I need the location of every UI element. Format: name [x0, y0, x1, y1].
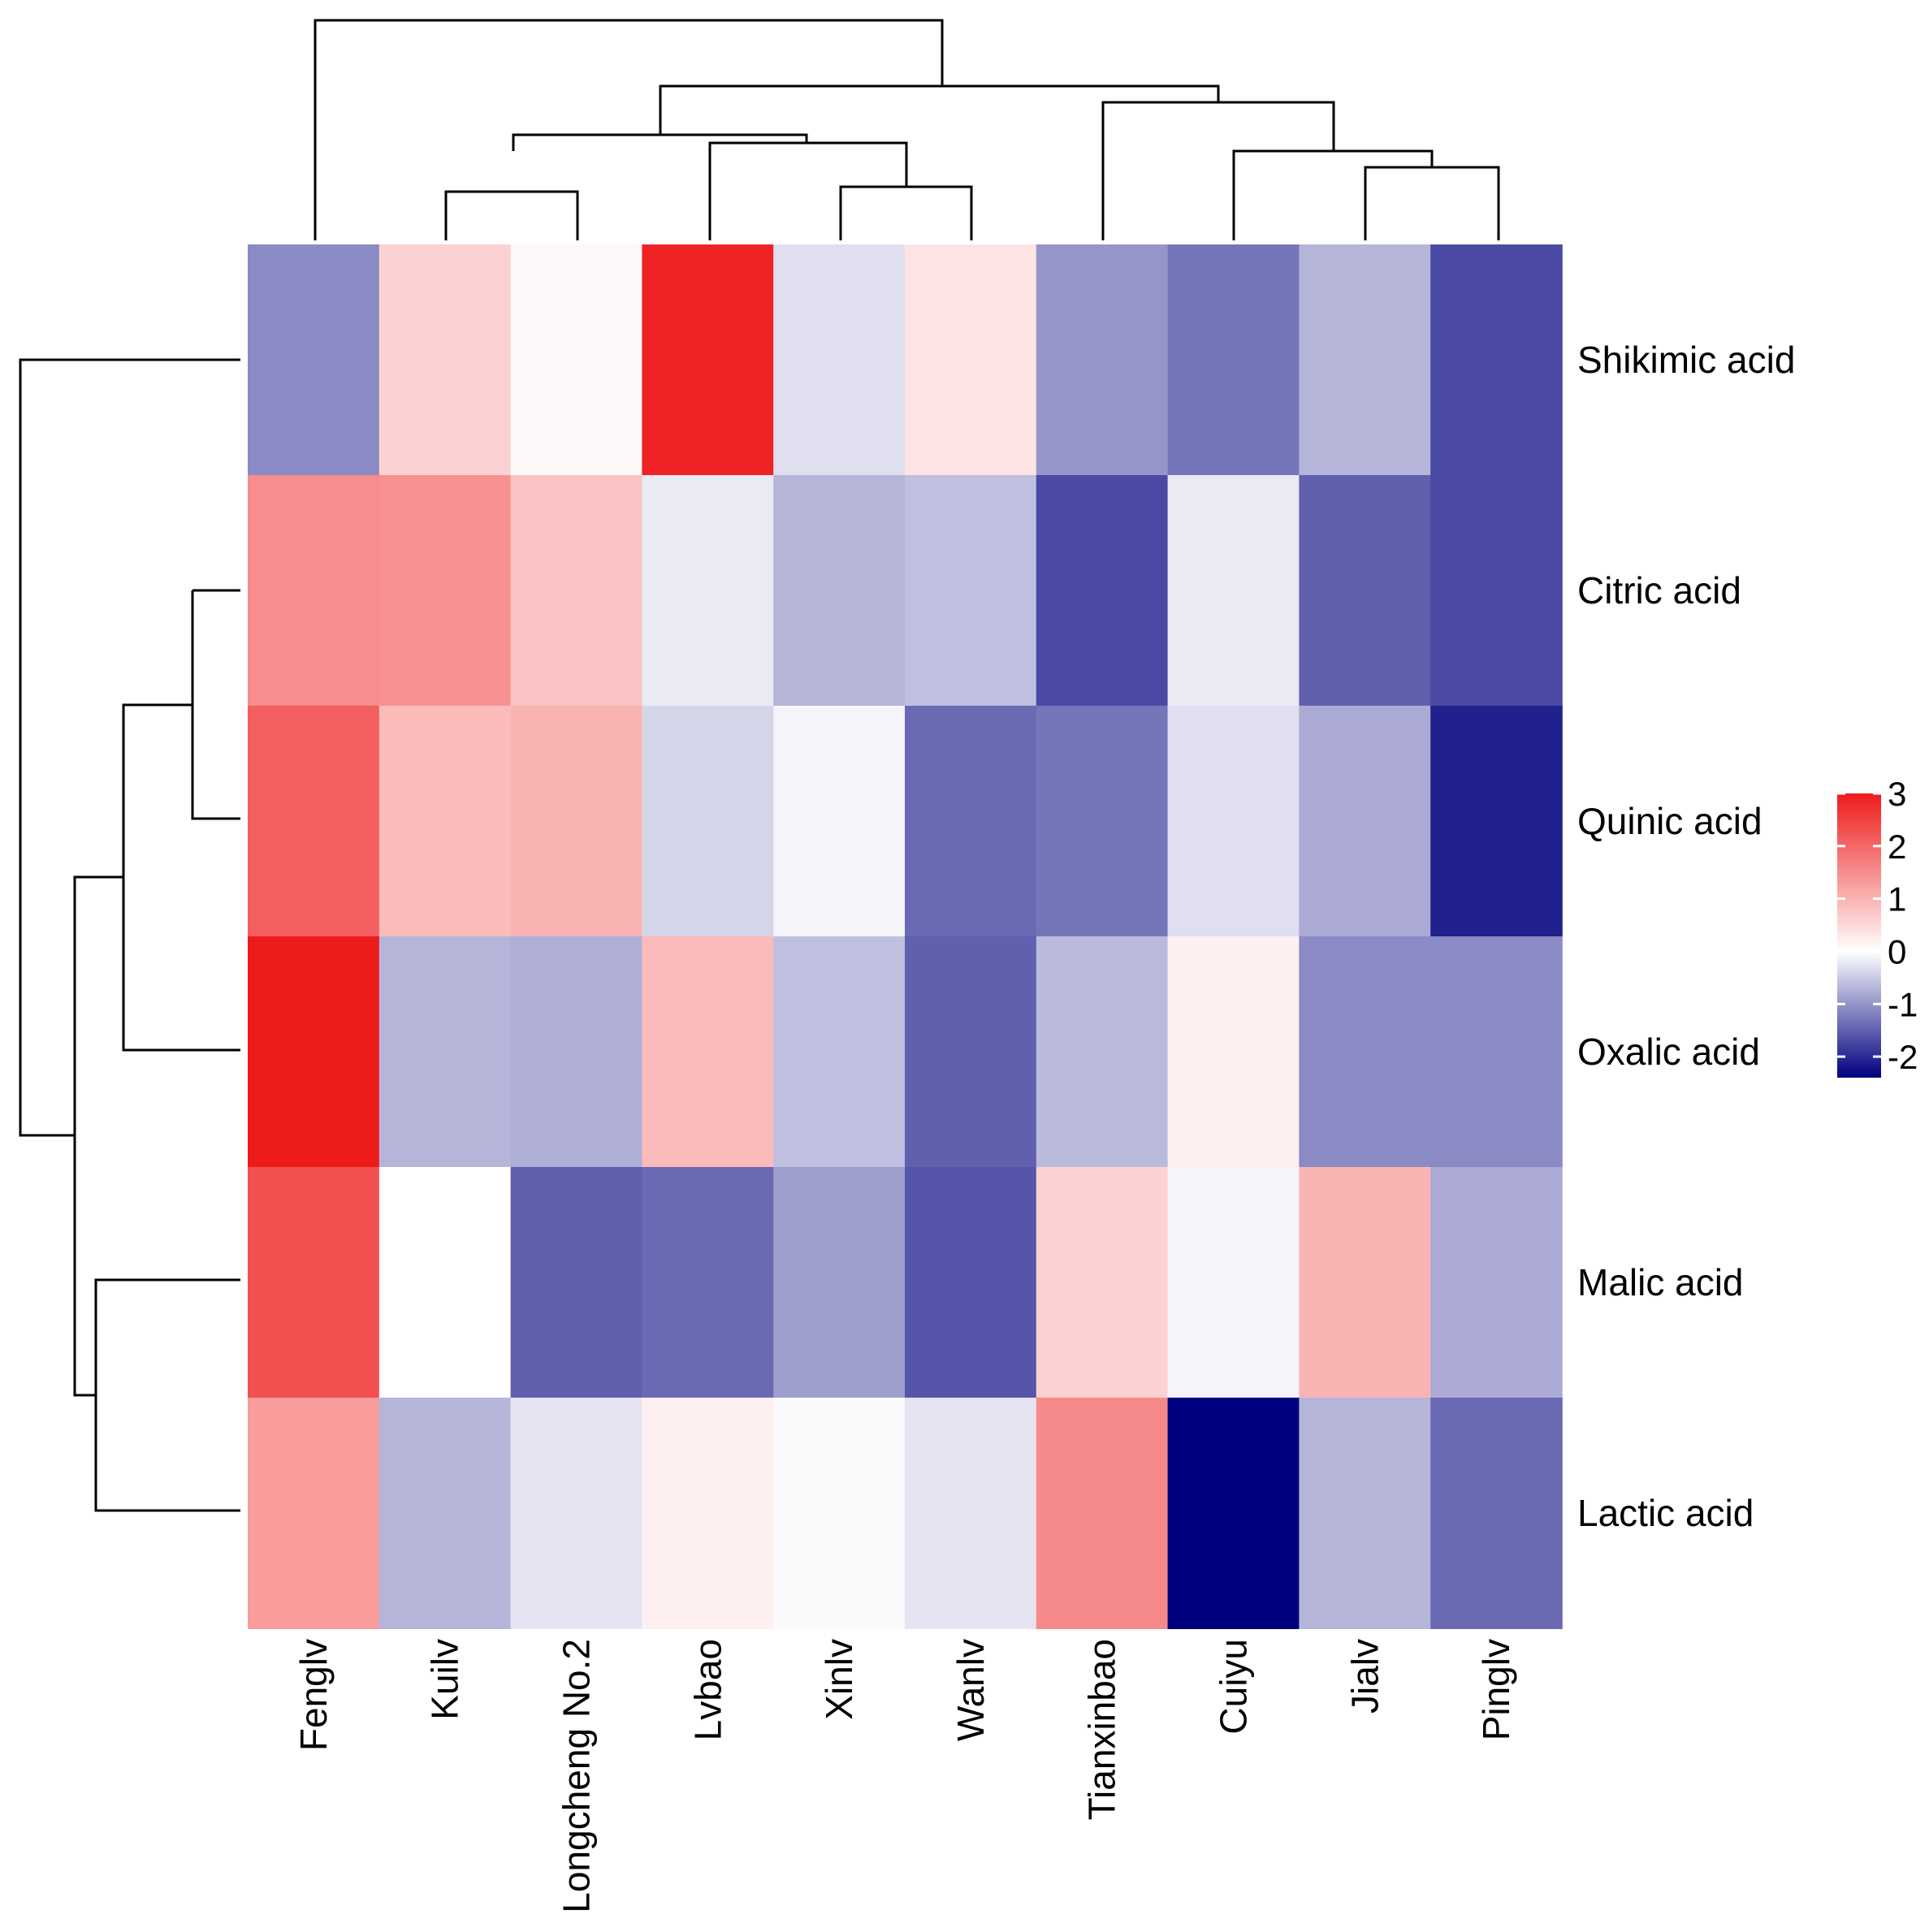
heatmap-cell: [378, 706, 512, 937]
column-label: Fenglv: [292, 1639, 335, 1751]
heatmap-cell: [773, 475, 906, 707]
heatmap-cell: [1430, 936, 1563, 1168]
column-label: Xinlv: [818, 1639, 860, 1720]
heatmap-cell: [1036, 936, 1169, 1168]
row-label: Lactic acid: [1577, 1492, 1754, 1534]
row-label: Oxalic acid: [1577, 1031, 1760, 1073]
heatmap-cell: [1430, 1167, 1563, 1398]
heatmap-cell: [378, 244, 512, 476]
legend-tick-label: -1: [1888, 985, 1918, 1023]
heatmap-cell: [642, 244, 774, 476]
column-label: Pinglv: [1475, 1639, 1517, 1740]
heatmap-cell: [773, 936, 906, 1168]
row-labels: Shikimic acid Citric acid Quinic acid Oxali…: [1577, 339, 1795, 1534]
heatmap-cell: [510, 1398, 643, 1629]
heatmap-cell: [1430, 1398, 1563, 1629]
heatmap-cell: [1299, 936, 1431, 1168]
heatmap-cell: [1167, 936, 1300, 1168]
heatmap-cell: [1430, 244, 1563, 476]
heatmap-cell: [510, 475, 643, 707]
column-dendrogram: [314, 19, 1500, 240]
heatmap-cell: [510, 706, 643, 937]
heatmap-cell: [905, 475, 1037, 707]
column-label: Cuiyu: [1213, 1639, 1255, 1735]
heatmap-cell: [1036, 475, 1169, 707]
heatmap-cells: [248, 244, 1563, 1629]
column-label: Longcheng No.2: [556, 1639, 598, 1913]
heatmap-cell: [642, 1398, 774, 1629]
heatmap-cell: [905, 936, 1037, 1168]
column-labels: Fenglv Kuilv Longcheng No.2 Lvbao Xinlv Wanlv…: [292, 1639, 1517, 1913]
heatmap-cell: [1167, 475, 1300, 707]
heatmap-cell: [378, 936, 512, 1168]
heatmap-cell: [1430, 475, 1563, 707]
legend-colorbar: [1837, 793, 1881, 1078]
heatmap-cell: [773, 706, 906, 937]
heatmap-cell: [1036, 1398, 1169, 1629]
legend-ticks: 3 2 1 0 -1 -2: [1837, 775, 1918, 1076]
heatmap-cell: [642, 1167, 774, 1398]
heatmap-cell: [510, 1167, 643, 1398]
column-label: Lvbao: [686, 1639, 729, 1740]
legend-tick-label: 3: [1888, 775, 1906, 813]
column-label: Kuilv: [424, 1639, 466, 1720]
heatmap-cell: [1299, 1167, 1431, 1398]
row-dendrogram: [19, 358, 240, 1512]
heatmap-cell: [1036, 706, 1169, 937]
color-legend: 3 2 1 0 -1 -2: [1837, 775, 1918, 1078]
heatmap-cell: [773, 244, 906, 476]
column-label: Jialv: [1343, 1639, 1386, 1714]
row-label: Malic acid: [1577, 1261, 1744, 1303]
heatmap-cell: [248, 244, 380, 476]
heatmap-cell: [1167, 244, 1300, 476]
heatmap-cell: [248, 475, 380, 707]
heatmap-cell: [378, 1398, 512, 1629]
heatmap-cell: [1036, 1167, 1169, 1398]
column-label: Wanlv: [949, 1639, 992, 1741]
heatmap-cell: [1167, 1167, 1300, 1398]
heatmap-cell: [1036, 244, 1169, 476]
heatmap-cell: [1299, 244, 1431, 476]
heatmap-cell: [642, 706, 774, 937]
row-label: Shikimic acid: [1577, 339, 1795, 381]
heatmap-cell: [248, 936, 380, 1168]
heatmap-cell: [1430, 706, 1563, 937]
heatmap-cell: [905, 1167, 1037, 1398]
heatmap-cell: [1167, 706, 1300, 937]
heatmap-cell: [510, 244, 643, 476]
heatmap-cell: [642, 936, 774, 1168]
heatmap-cell: [248, 1398, 380, 1629]
heatmap-cell: [1299, 1398, 1431, 1629]
legend-tick-label: -2: [1888, 1038, 1918, 1076]
legend-tick-label: 0: [1888, 932, 1906, 970]
heatmap-cell: [1299, 475, 1431, 707]
row-label: Citric acid: [1577, 569, 1741, 612]
heatmap-cell: [773, 1398, 906, 1629]
heatmap-cell: [1167, 1398, 1300, 1629]
heatmap-cell: [1299, 706, 1431, 937]
heatmap-cell: [905, 706, 1037, 937]
heatmap-cell: [905, 1398, 1037, 1629]
heatmap-cell: [773, 1167, 906, 1398]
column-label: Tianxinbao: [1081, 1639, 1123, 1820]
heatmap-cell: [642, 475, 774, 707]
heatmap-cell: [905, 244, 1037, 476]
heatmap-cell: [510, 936, 643, 1168]
legend-tick-label: 2: [1888, 828, 1906, 866]
row-label: Quinic acid: [1577, 800, 1762, 842]
heatmap-cell: [378, 1167, 512, 1398]
heatmap-cell: [248, 706, 380, 937]
heatmap-cell: [378, 475, 512, 707]
heatmap-cell: [248, 1167, 380, 1398]
legend-tick-label: 1: [1888, 880, 1906, 918]
